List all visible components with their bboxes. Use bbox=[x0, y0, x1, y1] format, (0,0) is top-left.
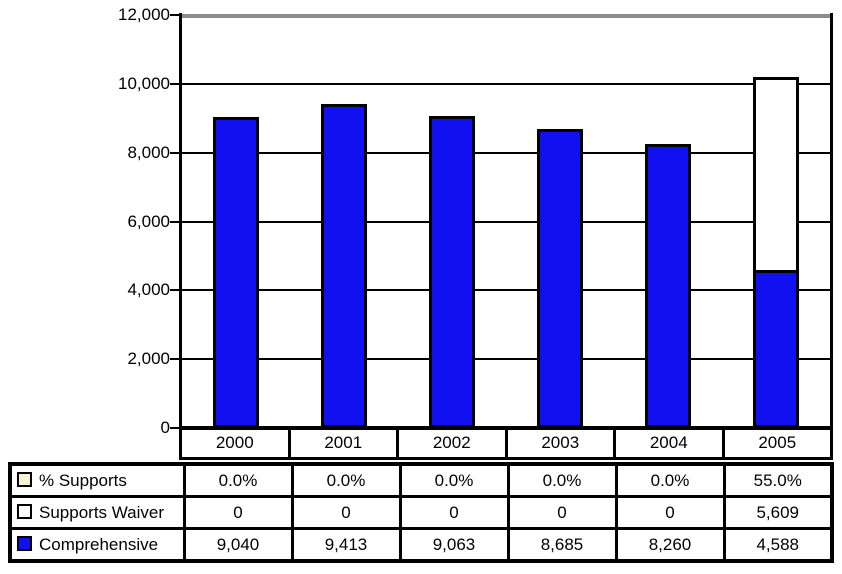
value-cell-comprehensive-2002: 9,063 bbox=[398, 527, 510, 563]
data-table: % Supports 0.0% 0.0% 0.0% 0.0% 0.0% 55.0% Suppo… bbox=[8, 462, 834, 563]
value-cell-supports-waiver-2001: 0 bbox=[290, 495, 402, 530]
y-axis-tick bbox=[170, 289, 182, 291]
value-cell---supports-2003: 0.0% bbox=[506, 462, 618, 498]
series-label-cell: % Supports bbox=[8, 462, 186, 498]
legend-marker-icon bbox=[17, 503, 32, 519]
legend-marker-icon bbox=[17, 471, 32, 487]
x-axis-label-2000: 2000 bbox=[179, 426, 291, 460]
x-axis-label-2005: 2005 bbox=[721, 426, 833, 460]
bar-comprehensive-2000 bbox=[213, 117, 259, 428]
x-axis-label-2004: 2004 bbox=[613, 426, 725, 460]
table-row-2: Comprehensive 9,040 9,413 9,063 8,685 8,260 4,… bbox=[8, 527, 834, 563]
series-label-cell: Comprehensive bbox=[8, 527, 186, 563]
x-axis-label-2003: 2003 bbox=[504, 426, 616, 460]
y-axis-tick bbox=[170, 427, 182, 429]
x-axis-category-row: 2000 2001 2002 2003 2004 2005 bbox=[179, 426, 833, 460]
y-axis-tick bbox=[170, 221, 182, 223]
value-cell-comprehensive-2000: 9,040 bbox=[182, 527, 294, 563]
value-cell-comprehensive-2003: 8,685 bbox=[506, 527, 618, 563]
value-cell-supports-waiver-2000: 0 bbox=[182, 495, 294, 530]
table-row-0: % Supports 0.0% 0.0% 0.0% 0.0% 0.0% 55.0% bbox=[8, 462, 834, 498]
value-cell-comprehensive-2005: 4,588 bbox=[722, 527, 834, 563]
value-cell-supports-waiver-2002: 0 bbox=[398, 495, 510, 530]
value-cell-comprehensive-2004: 8,260 bbox=[614, 527, 726, 563]
legend-marker-icon bbox=[17, 535, 32, 551]
value-cell---supports-2002: 0.0% bbox=[398, 462, 510, 498]
gridline-8000 bbox=[182, 152, 830, 154]
value-cell-comprehensive-2001: 9,413 bbox=[290, 527, 402, 563]
value-cell---supports-2000: 0.0% bbox=[182, 462, 294, 498]
gridline-12000 bbox=[182, 14, 830, 18]
gridline-6000 bbox=[182, 221, 830, 223]
x-axis-label-2001: 2001 bbox=[287, 426, 399, 460]
y-axis-tick bbox=[170, 152, 182, 154]
bar-supports-waiver-2005 bbox=[753, 77, 799, 273]
gridline-10000 bbox=[182, 83, 830, 85]
data-table-wrap: % Supports 0.0% 0.0% 0.0% 0.0% 0.0% 55.0% Suppo… bbox=[8, 462, 834, 563]
series-label: Comprehensive bbox=[39, 534, 159, 554]
y-axis-tick bbox=[170, 14, 182, 16]
bar-comprehensive-2001 bbox=[321, 104, 367, 428]
y-axis-tick-label: 10,000 bbox=[118, 74, 170, 93]
x-axis-label-2002: 2002 bbox=[396, 426, 508, 460]
y-axis-tick-label: 8,000 bbox=[127, 143, 170, 162]
y-axis-tick-label: 6,000 bbox=[127, 212, 170, 231]
gridline-2000 bbox=[182, 358, 830, 360]
y-axis-tick-label: 12,000 bbox=[118, 5, 170, 24]
value-cell---supports-2001: 0.0% bbox=[290, 462, 402, 498]
y-axis-line bbox=[179, 13, 182, 428]
plot-right-border bbox=[830, 13, 833, 428]
series-label-cell: Supports Waiver bbox=[8, 495, 186, 530]
series-label: % Supports bbox=[39, 470, 127, 490]
bar-comprehensive-2004 bbox=[645, 144, 691, 428]
series-label: Supports Waiver bbox=[39, 502, 165, 522]
y-axis-tick bbox=[170, 358, 182, 360]
y-axis-tick-label: 2,000 bbox=[127, 349, 170, 368]
value-cell-supports-waiver-2003: 0 bbox=[506, 495, 618, 530]
bar-comprehensive-2002 bbox=[429, 116, 475, 428]
table-row-1: Supports Waiver 0 0 0 0 0 5,609 bbox=[8, 495, 834, 530]
y-axis-tick-label: 0 bbox=[160, 418, 170, 437]
y-axis-tick-label: 4,000 bbox=[127, 280, 170, 299]
value-cell-supports-waiver-2005: 5,609 bbox=[722, 495, 834, 530]
value-cell-supports-waiver-2004: 0 bbox=[614, 495, 726, 530]
value-cell---supports-2005: 55.0% bbox=[722, 462, 834, 498]
gridline-4000 bbox=[182, 289, 830, 291]
y-axis-tick bbox=[170, 83, 182, 85]
bar-comprehensive-2005 bbox=[753, 270, 799, 428]
value-cell---supports-2004: 0.0% bbox=[614, 462, 726, 498]
bar-comprehensive-2003 bbox=[537, 129, 583, 428]
